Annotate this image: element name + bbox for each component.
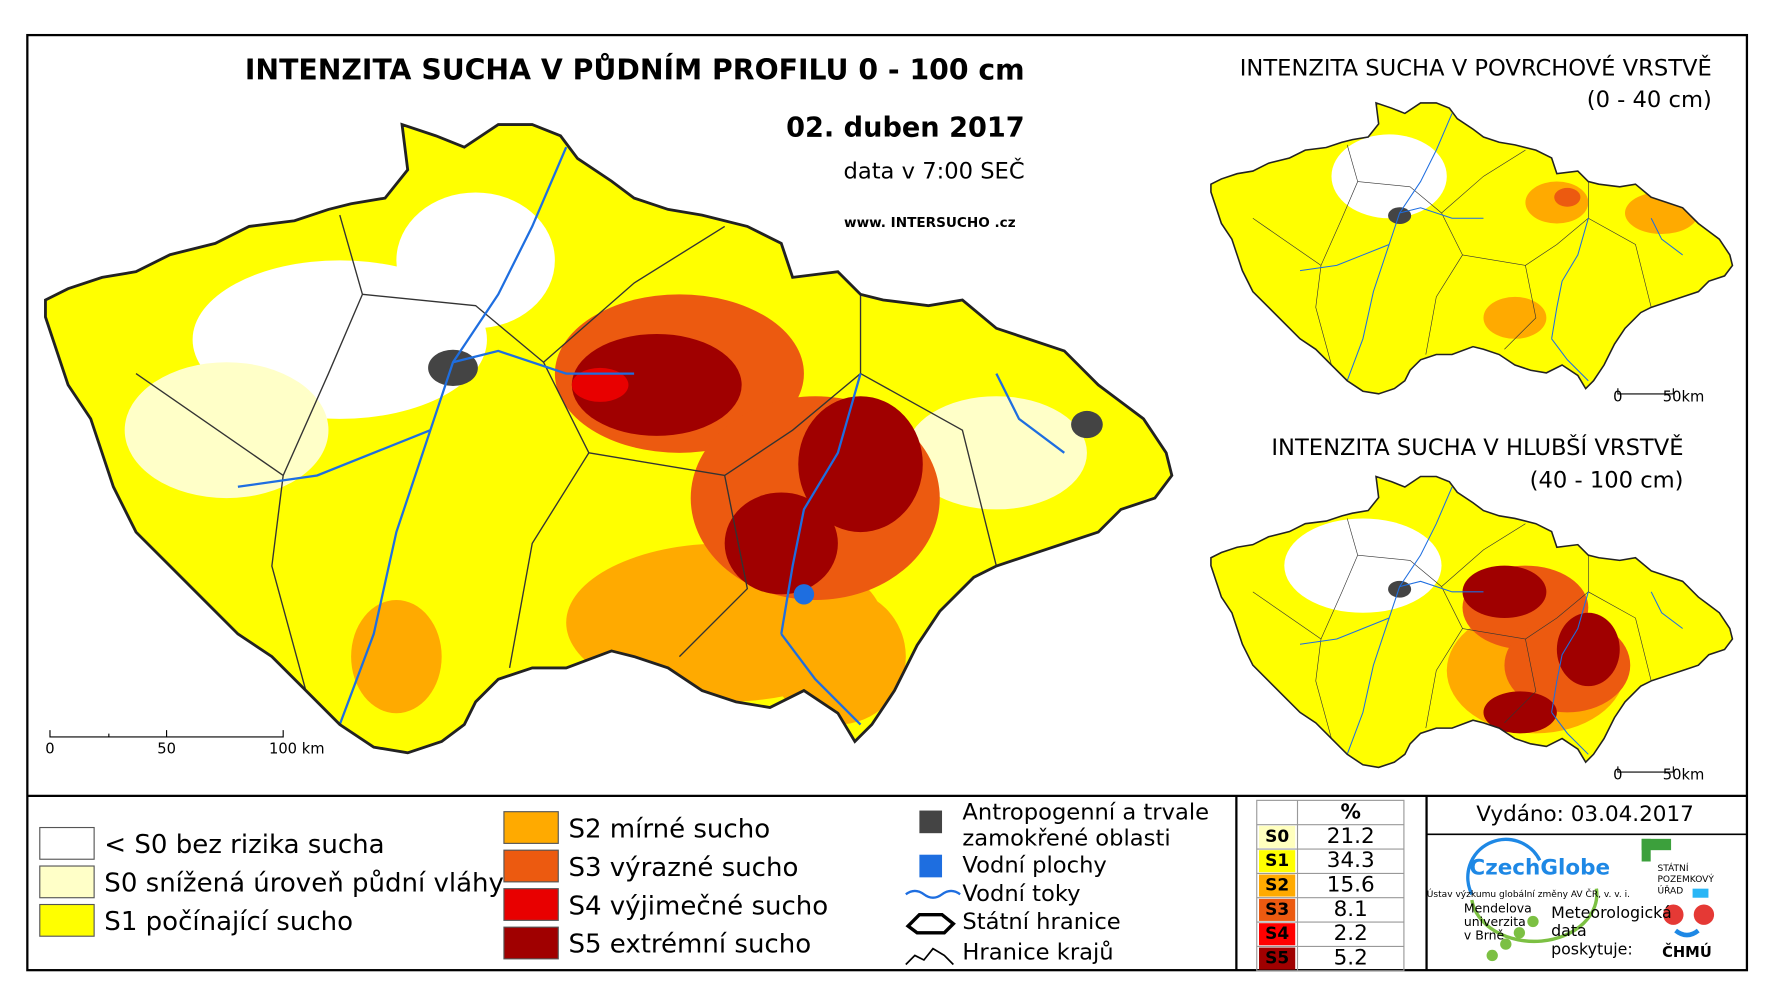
- class-cell: [1259, 850, 1296, 873]
- table-border: [1256, 799, 1405, 972]
- map-date: 02. duben 2017: [786, 113, 1025, 144]
- legend-label: S2 mírné sucho: [568, 814, 770, 844]
- scalebar: [1617, 766, 1674, 773]
- legend-swatch: [39, 826, 95, 860]
- percent-value: 34.3: [1327, 848, 1375, 873]
- logo-text: data: [1551, 921, 1587, 940]
- symbol-label: zamokřené oblasti: [962, 825, 1170, 851]
- class-cell: [1259, 825, 1296, 848]
- logo-text: Meteorologická: [1551, 903, 1672, 922]
- percent-value: 2.2: [1334, 921, 1368, 946]
- main-map: [44, 123, 1174, 755]
- logo-text: CzechGlobe: [1469, 855, 1610, 880]
- logo-text: univerzita: [1464, 914, 1526, 929]
- legend-label: S1 počínající sucho: [104, 907, 353, 937]
- class-cell: [1259, 923, 1296, 946]
- symbol-label: Antropogenní a trvale: [962, 799, 1209, 825]
- legend-swatch: [503, 849, 559, 883]
- logo-text: poskytuje:: [1551, 939, 1633, 958]
- logo-text: ČHMÚ: [1662, 943, 1712, 961]
- logo-text: Mendelova: [1464, 901, 1532, 916]
- scalebar: [49, 730, 284, 738]
- logo-text: STÁTNÍ: [1657, 862, 1688, 874]
- legend-swatch: [39, 865, 95, 899]
- class-label: S0: [1265, 827, 1289, 847]
- scale-label: 50km: [1663, 766, 1705, 783]
- legend-label: S3 výrazné sucho: [568, 853, 798, 883]
- symbol-label: Hranice krajů: [962, 939, 1113, 966]
- scale-label: 50: [157, 740, 176, 757]
- logos: [1466, 837, 1715, 962]
- inset-map: [1210, 475, 1734, 769]
- inset-title: INTENZITA SUCHA V POVRCHOVÉ VRSTVĚ: [1240, 54, 1712, 82]
- class-label: S2: [1265, 876, 1289, 896]
- logo-text: ÚŘAD: [1657, 884, 1683, 896]
- scalebar: [1617, 388, 1674, 395]
- percent-value: 21.2: [1327, 824, 1375, 849]
- percent-value: 8.1: [1334, 897, 1368, 922]
- symbol-label: Vodní plochy: [962, 853, 1106, 879]
- legend-label: S0 snížená úroveň půdní vláhy: [104, 869, 504, 899]
- legend-label: S4 výjimečné sucho: [568, 891, 828, 921]
- legend-label: S5 extrémní sucho: [568, 930, 811, 960]
- map-title: INTENZITA SUCHA V PŮDNÍM PROFILU 0 - 100…: [245, 52, 1025, 86]
- symbol-label: Vodní toky: [962, 881, 1080, 907]
- class-cell: [1259, 874, 1296, 897]
- symbol-label: Státní hranice: [962, 909, 1120, 935]
- legend: < S0 bez rizika sucha S0 snížená úroveň p…: [39, 811, 828, 960]
- class-label: S5: [1265, 949, 1289, 969]
- inset-depth: (0 - 40 cm): [1587, 87, 1712, 113]
- logo-text: Ústav výzkumu globální změny AV ČR, v. v…: [1427, 888, 1630, 900]
- legend-swatch: [503, 888, 559, 921]
- scale-label: 0: [1613, 766, 1622, 783]
- stats-table: % S0 21.2 S1 34.3 S2 15.6 S3 8.1 S4 2.2 S5 5.2: [1256, 799, 1405, 972]
- symbol-legend: [905, 810, 961, 966]
- class-label: S3: [1265, 900, 1289, 920]
- inset-depth: (40 - 100 cm): [1530, 468, 1684, 494]
- scale-label: 100 km: [269, 740, 325, 757]
- legend-swatch: [39, 903, 95, 937]
- scale-label: 0: [1613, 388, 1622, 405]
- inset-title: INTENZITA SUCHA V HLUBŠÍ VRSTVĚ: [1271, 433, 1683, 461]
- scale-label: 50km: [1663, 388, 1705, 405]
- percent-value: 5.2: [1334, 946, 1368, 971]
- class-cell: [1259, 947, 1296, 970]
- legend-label: < S0 bez rizika sucha: [104, 830, 384, 860]
- table-header: %: [1341, 800, 1361, 824]
- logo-text: POZEMKOVÝ: [1657, 873, 1714, 885]
- data-time: data v 7:00 SEČ: [843, 157, 1024, 185]
- class-label: S1: [1265, 851, 1289, 871]
- issued-date: Vydáno: 03.04.2017: [1476, 802, 1694, 827]
- legend-swatch: [503, 926, 559, 960]
- logo-text: v Brně: [1464, 928, 1504, 943]
- percent-value: 15.6: [1327, 873, 1375, 898]
- website: www. INTERSUCHO .cz: [844, 215, 1016, 231]
- scale-label: 0: [45, 740, 54, 757]
- class-label: S4: [1265, 924, 1289, 944]
- class-cell: [1259, 898, 1296, 921]
- legend-swatch: [503, 811, 559, 844]
